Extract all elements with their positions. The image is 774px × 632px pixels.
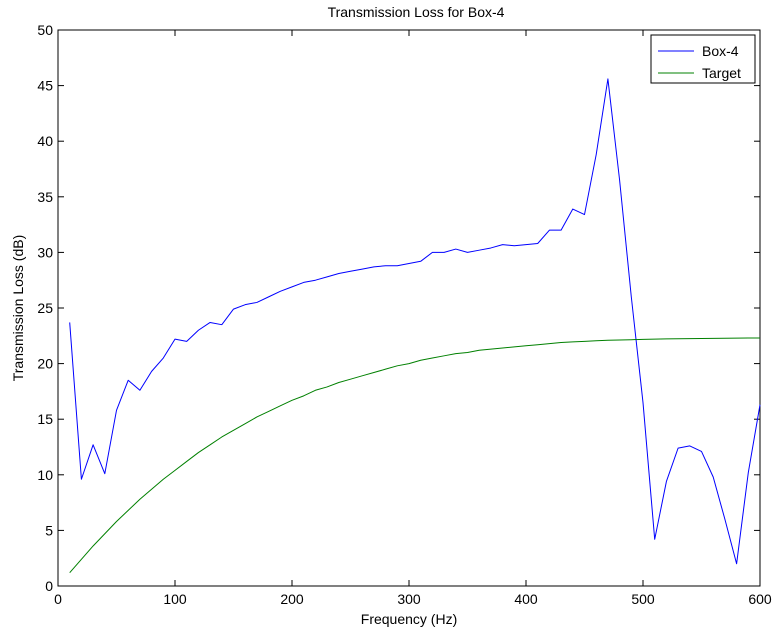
legend-box [650,34,756,84]
chart-title: Transmission Loss for Box-4 [328,4,505,20]
x-tick-label: 0 [54,591,62,607]
y-tick-label: 5 [45,522,53,538]
y-tick-label: 20 [37,356,53,372]
x-axis-label: Frequency (Hz) [361,611,457,627]
series-line-target [69,337,760,573]
legend-label-target: Target [702,65,741,81]
plot-area [57,29,761,587]
x-tick-label: 300 [397,591,421,607]
y-tick-label: 35 [37,189,53,205]
x-tick-label: 600 [748,591,772,607]
y-tick-label: 15 [37,411,53,427]
y-tick-label: 50 [37,22,53,38]
y-tick-label: 40 [37,133,53,149]
y-tick-label: 30 [37,244,53,260]
y-tick-label: 45 [37,78,53,94]
legend-label-box-4: Box-4 [702,43,739,59]
y-axis-label: Transmission Loss (dB) [10,235,26,382]
axes-box [57,29,761,587]
x-ticks: 0 100 200 300 400 500 600 [54,30,772,607]
y-tick-label: 10 [37,467,53,483]
legend: Box-4 Target [650,34,756,84]
y-tick-label: 0 [45,578,53,594]
series-line-box-4 [69,78,761,565]
series-layer [69,78,761,573]
x-tick-label: 100 [163,591,187,607]
x-tick-label: 400 [514,591,538,607]
y-tick-label: 25 [37,300,53,316]
x-tick-label: 200 [280,591,304,607]
y-ticks: 0 5 10 15 20 25 30 35 40 45 50 [37,22,760,594]
x-tick-label: 500 [631,591,655,607]
